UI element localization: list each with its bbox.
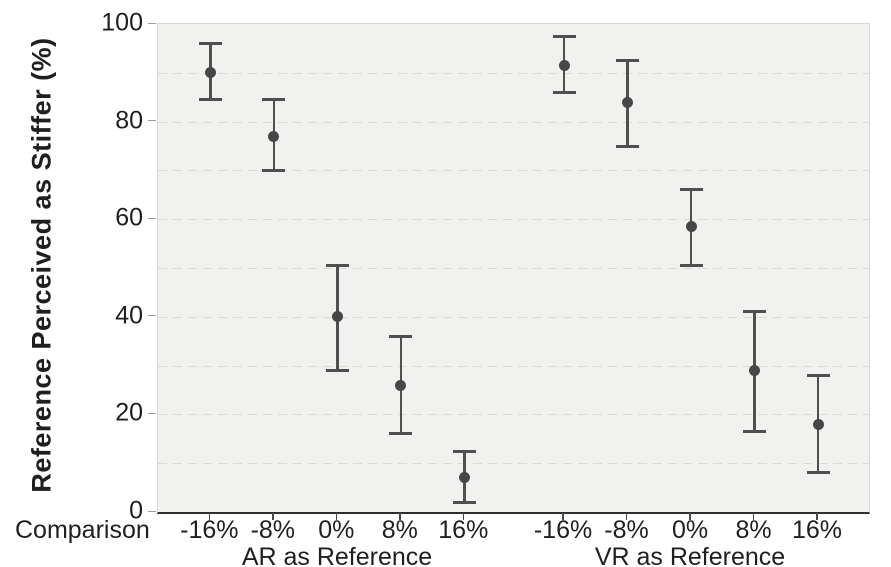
y-tick-label-80: 80: [115, 106, 143, 135]
data-point-dot: [204, 67, 216, 79]
data-point-dot: [812, 418, 824, 430]
x-tick-mark: [816, 513, 818, 520]
y-tick-mark-20: [148, 412, 156, 414]
x-tick-mark: [689, 513, 691, 520]
gridline-60: [158, 219, 869, 221]
x-tick-label: -8%: [604, 516, 649, 544]
group-label-ar: AR as Reference: [241, 543, 433, 567]
y-tick-label-20: 20: [115, 398, 143, 427]
gridline-70: [158, 170, 869, 172]
gridline-40: [158, 316, 869, 318]
error-bar-cap-bottom: [679, 264, 703, 268]
error-bar-cap-bottom: [198, 98, 222, 102]
error-bar-cap-top: [552, 34, 576, 38]
data-point-dot: [622, 96, 634, 108]
x-tick-label: 8%: [735, 516, 772, 544]
error-bar-cap-top: [679, 188, 703, 192]
error-bar-cap-bottom: [743, 429, 767, 433]
error-bar-cap-top: [389, 334, 413, 338]
error-bar-cap-bottom: [325, 368, 349, 372]
data-point-dot: [458, 472, 470, 484]
error-bar-cap-bottom: [806, 471, 830, 475]
error-bar-cap-bottom: [616, 144, 640, 148]
y-tick-mark-0: [148, 510, 156, 512]
x-axis-title-comparison: Comparison: [15, 516, 150, 544]
x-tick-label: 16%: [791, 516, 843, 544]
gridline-10: [158, 463, 869, 465]
error-bar-cap-top: [452, 449, 476, 453]
x-tick-mark: [399, 513, 401, 520]
gridline-30: [158, 365, 869, 367]
error-bar-cap-top: [806, 373, 830, 377]
y-tick-mark-80: [148, 120, 156, 122]
x-tick-mark: [208, 513, 211, 520]
plot-area: [157, 23, 870, 514]
error-bar-cap-top: [616, 59, 640, 63]
data-point-dot: [685, 221, 697, 233]
y-tick-mark-100: [148, 22, 156, 24]
error-bar-cap-bottom: [552, 90, 576, 94]
error-bar-cap-bottom: [452, 500, 476, 504]
y-tick-label-60: 60: [115, 203, 143, 232]
group-label-vr: VR as Reference: [594, 543, 786, 567]
x-tick-label: 8%: [381, 516, 418, 544]
data-point-dot: [558, 59, 570, 71]
y-tick-label-40: 40: [115, 301, 143, 330]
gridline-80: [158, 121, 869, 123]
y-tick-label-100: 100: [101, 8, 143, 37]
x-tick-mark: [462, 513, 465, 520]
error-bar-cap-top: [262, 98, 286, 102]
y-tick-mark-40: [148, 315, 156, 317]
x-tick-label: 0%: [671, 516, 709, 544]
x-tick-mark: [562, 513, 564, 520]
x-tick-label: -16%: [533, 516, 593, 544]
x-tick-mark: [335, 513, 338, 520]
x-tick-label: -8%: [250, 516, 296, 544]
x-tick-mark: [272, 513, 274, 520]
y-tick-mark-60: [148, 217, 156, 219]
gridline-20: [158, 414, 869, 416]
gridline-50: [158, 268, 869, 269]
x-tick-label: 0%: [318, 516, 355, 544]
y-axis-title: Reference Perceived as Stiffer (%): [26, 37, 57, 493]
error-bar-cap-bottom: [389, 432, 413, 436]
x-tick-mark: [752, 513, 755, 520]
gridline-90: [158, 72, 869, 74]
error-bar-cap-bottom: [262, 168, 286, 172]
x-tick-label: 16%: [438, 516, 489, 544]
error-bar-cap-top: [198, 42, 222, 46]
x-tick-label: -16%: [180, 516, 239, 544]
data-point-dot: [331, 311, 343, 323]
error-bar-cap-top: [743, 310, 767, 314]
data-point-dot: [268, 130, 280, 142]
x-tick-mark: [625, 513, 628, 520]
data-point-dot: [395, 379, 407, 391]
y-tick-label-0: 0: [129, 496, 143, 525]
error-bar-cap-top: [325, 264, 349, 268]
data-point-dot: [749, 364, 761, 376]
